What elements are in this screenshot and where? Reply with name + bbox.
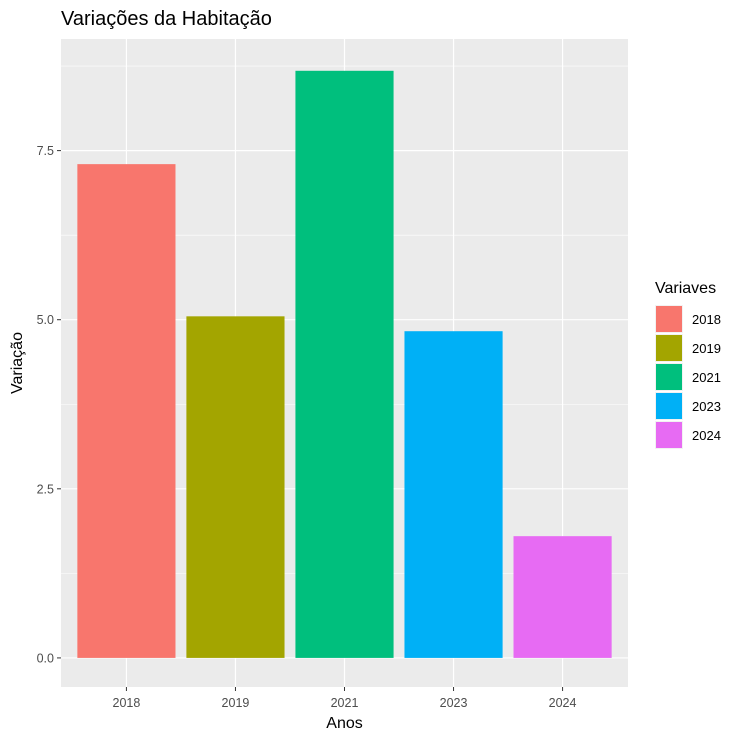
bar-2021 bbox=[295, 70, 394, 658]
x-tick-label: 2023 bbox=[440, 696, 468, 710]
legend-label: 2023 bbox=[692, 399, 721, 414]
x-tick-label: 2021 bbox=[331, 696, 359, 710]
legend-swatch-2019 bbox=[656, 335, 682, 361]
legend-label: 2018 bbox=[692, 312, 721, 327]
x-axis-title: Anos bbox=[326, 715, 362, 732]
y-tick-label: 5.0 bbox=[37, 313, 54, 327]
bar-2023 bbox=[404, 331, 503, 658]
legend-swatch-2018 bbox=[656, 306, 682, 332]
legend-title: Variaves bbox=[655, 280, 716, 297]
y-tick-label: 0.0 bbox=[37, 651, 54, 665]
x-tick-label: 2024 bbox=[549, 696, 577, 710]
bars bbox=[77, 70, 612, 658]
y-tick-label: 2.5 bbox=[37, 482, 54, 496]
bar-2019 bbox=[186, 316, 285, 658]
bar-2018 bbox=[77, 164, 176, 658]
legend-label: 2024 bbox=[692, 428, 721, 443]
y-tick-label: 7.5 bbox=[37, 144, 54, 158]
bar-2024 bbox=[513, 536, 612, 658]
legend-swatch-2023 bbox=[656, 393, 682, 419]
x-tick-label: 2019 bbox=[222, 696, 250, 710]
legend-swatch-2024 bbox=[656, 422, 682, 448]
legend-label: 2019 bbox=[692, 341, 721, 356]
x-tick-label: 2018 bbox=[113, 696, 141, 710]
legend-label: 2021 bbox=[692, 370, 721, 385]
chart-title: Variações da Habitação bbox=[61, 8, 272, 30]
y-axis: 0.0 2.5 5.0 7.5 bbox=[37, 144, 61, 665]
legend: Variaves 2018 2019 2021 2023 2024 bbox=[655, 280, 721, 449]
y-axis-title: Variação bbox=[9, 332, 26, 394]
x-axis: 2018 2019 2021 2023 2024 bbox=[113, 687, 577, 710]
legend-swatch-2021 bbox=[656, 364, 682, 390]
